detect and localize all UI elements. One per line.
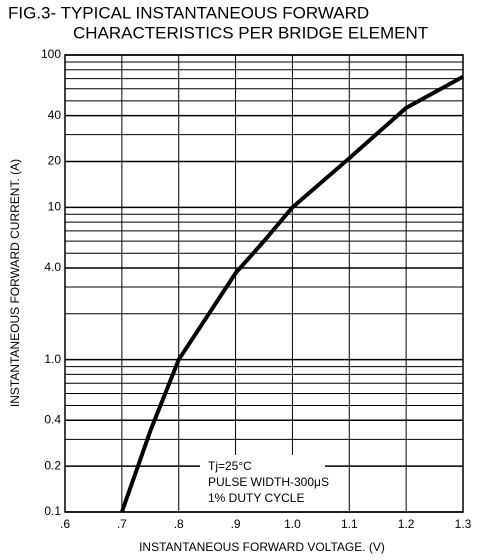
y-tick-label: 4.0 [44, 260, 61, 274]
y-tick-label: 20 [48, 154, 62, 168]
x-tick-label: .7 [117, 517, 127, 531]
x-tick-label: 1.2 [398, 517, 415, 531]
y-tick-label: 0.4 [44, 412, 61, 426]
x-tick-label: 1.3 [455, 517, 472, 531]
x-tick-label: .8 [174, 517, 184, 531]
y-tick-label: 1.0 [44, 352, 61, 366]
y-tick-label: 0.2 [44, 458, 61, 472]
chart-title: CHARACTERISTICS PER BRIDGE ELEMENT [73, 23, 428, 42]
annotation: Tj=25°C [208, 459, 252, 473]
x-tick-label: 1.0 [284, 517, 301, 531]
y-tick-label: 0.1 [44, 504, 61, 518]
line [119, 74, 464, 513]
x-tick-label: .6 [60, 517, 70, 531]
annotation: PULSE WIDTH-300μS [208, 475, 329, 489]
x-tick-label: 1.1 [341, 517, 358, 531]
y-tick-label: 100 [41, 47, 61, 61]
plot-area [64, 54, 464, 513]
y-tick-label: 10 [48, 200, 62, 214]
annotation: 1% DUTY CYCLE [208, 491, 304, 505]
y-tick-label: 40 [48, 108, 62, 122]
x-tick-label: .9 [231, 517, 241, 531]
y-axis-title: INSTANTANEOUS FORWARD CURRENT. (A) [8, 159, 22, 407]
annotation-box [200, 455, 325, 511]
x-axis-title: INSTANTANEOUS FORWARD VOLTAGE. (V) [139, 540, 385, 554]
chart-title: FIG.3- TYPICAL INSTANTANEOUS FORWARD [8, 3, 369, 22]
